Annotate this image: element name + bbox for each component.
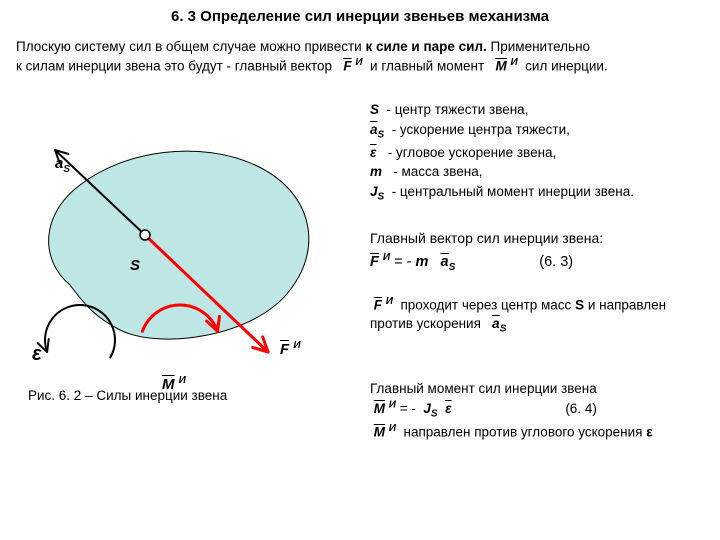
equation-m: M И = - JS ε xyxy=(370,401,452,416)
page: 6. 3 Определение сил инерции звеньев мех… xyxy=(0,0,720,540)
main-vector-title: Главный вектор сил инерции звена: xyxy=(370,230,710,246)
m-direction-note: M И направлен против углового ускорения … xyxy=(370,422,710,442)
main-vector-block: Главный вектор сил инерции звена: F И = … xyxy=(370,230,710,273)
equation-f-num: (6. 3) xyxy=(539,254,573,270)
intro-text: Плоскую систему сил в общем случае можно… xyxy=(16,38,706,76)
figure-caption: Рис. 6. 2 – Силы инерции звена xyxy=(28,388,227,403)
main-vector-equation: F И = - m aS (6. 3) xyxy=(370,252,710,273)
main-moment-equation: M И = - JS ε (6. 4) xyxy=(370,399,710,422)
equation-f: F И = - m aS xyxy=(370,254,455,270)
main-moment-block: Главный момент сил инерции звена M И = -… xyxy=(370,380,710,442)
label-eps: ε xyxy=(32,343,42,366)
diagram-svg xyxy=(10,95,360,385)
label-aS: aS xyxy=(55,155,70,175)
symbol-legend: S - центр тяжести звена,aS - ускорение ц… xyxy=(370,100,710,205)
main-moment-title: Главный момент сил инерции звена xyxy=(370,380,710,399)
section-title: 6. 3 Определение сил инерции звеньев мех… xyxy=(0,8,720,25)
equation-m-num: (6. 4) xyxy=(565,401,597,416)
inertia-diagram: aS S F И ε M И xyxy=(10,95,360,385)
label-S: S xyxy=(130,257,140,274)
label-F: F И xyxy=(280,340,301,358)
f-direction-note: F И проходит через центр масс S и направ… xyxy=(370,295,710,337)
